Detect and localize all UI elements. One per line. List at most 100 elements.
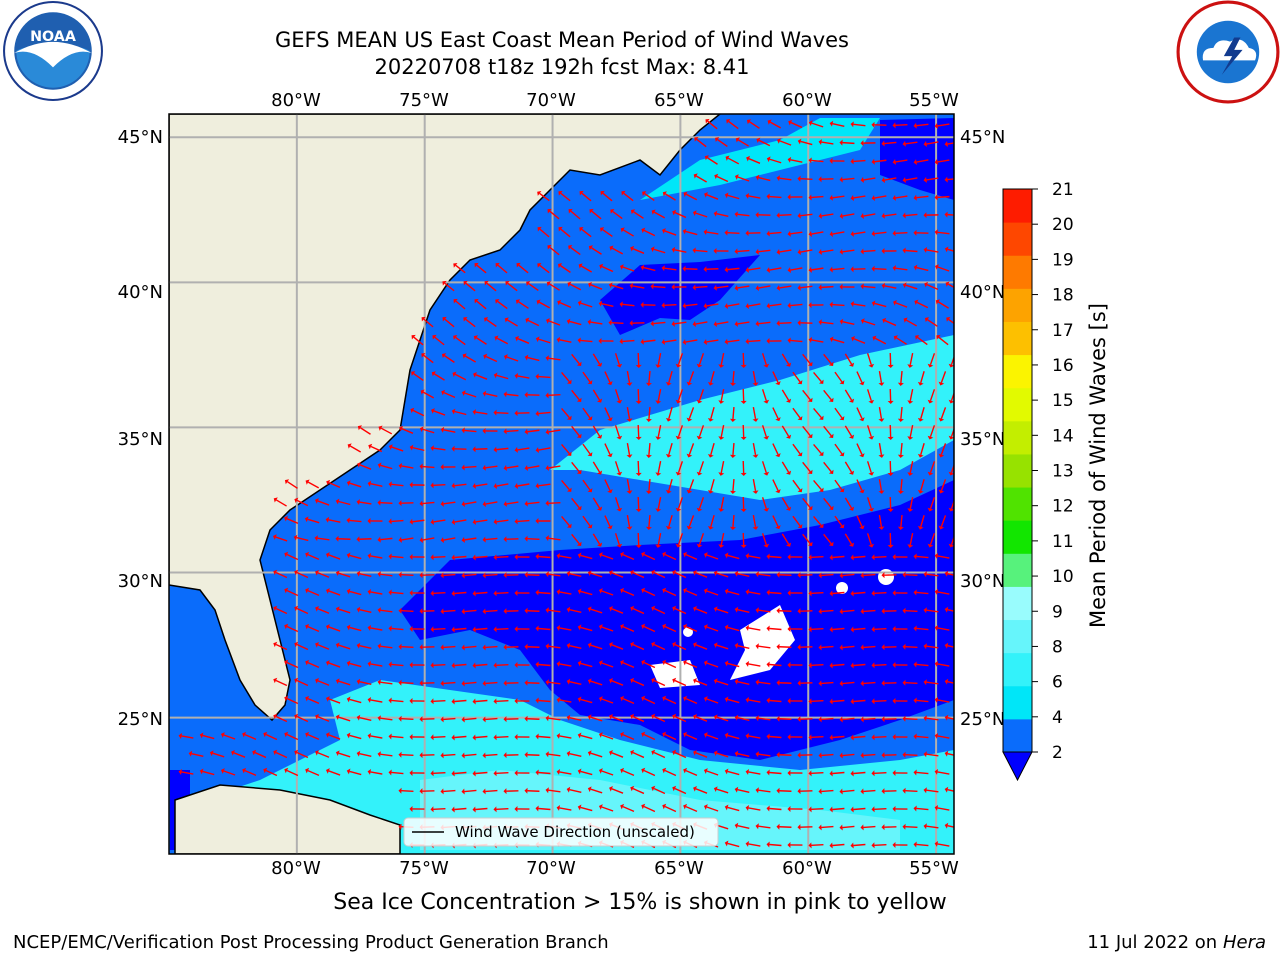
direction-arrow bbox=[590, 608, 603, 614]
direction-arrow bbox=[423, 354, 434, 364]
direction-arrow bbox=[601, 590, 614, 596]
direction-arrow bbox=[601, 626, 614, 632]
direction-arrow-head bbox=[545, 607, 549, 614]
direction-arrow-head bbox=[766, 769, 770, 776]
direction-arrow bbox=[779, 177, 792, 181]
direction-arrow-head bbox=[887, 544, 894, 548]
direction-arrow bbox=[937, 123, 950, 127]
direction-arrow bbox=[590, 572, 603, 578]
direction-arrow bbox=[422, 391, 435, 399]
direction-arrow bbox=[475, 627, 488, 631]
direction-arrow bbox=[582, 515, 591, 527]
direction-arrow-head bbox=[620, 767, 625, 774]
direction-arrow bbox=[752, 406, 757, 420]
direction-arrow bbox=[664, 733, 677, 741]
direction-arrow bbox=[401, 537, 414, 541]
direction-arrow bbox=[559, 771, 572, 775]
direction-arrow-head bbox=[535, 447, 540, 453]
direction-arrow bbox=[560, 228, 571, 238]
direction-arrow bbox=[909, 352, 914, 366]
direction-arrow bbox=[548, 573, 561, 577]
direction-arrow-head bbox=[913, 159, 918, 165]
direction-arrow-head bbox=[607, 381, 613, 386]
direction-arrow-head bbox=[675, 399, 682, 404]
direction-arrow bbox=[874, 159, 887, 163]
direction-arrow bbox=[657, 532, 662, 546]
direction-arrow-head bbox=[839, 572, 843, 579]
direction-arrow bbox=[737, 139, 749, 147]
direction-arrow bbox=[706, 626, 719, 632]
direction-arrow-head bbox=[388, 697, 392, 704]
direction-arrow bbox=[832, 231, 845, 235]
direction-arrow bbox=[580, 770, 593, 776]
direction-arrow bbox=[455, 264, 466, 274]
direction-arrow-head bbox=[927, 399, 934, 404]
direction-arrow-head bbox=[755, 643, 759, 650]
lat-label-left: 25°N bbox=[118, 709, 163, 730]
direction-arrow-head bbox=[220, 732, 225, 738]
direction-arrow-head bbox=[850, 626, 854, 633]
direction-arrow-head bbox=[881, 824, 885, 831]
direction-arrow-head bbox=[818, 319, 822, 326]
direction-arrow-head bbox=[545, 715, 549, 722]
direction-arrow-head bbox=[273, 677, 278, 684]
direction-arrow-head bbox=[273, 605, 278, 612]
direction-arrow bbox=[866, 533, 872, 545]
direction-arrow-head bbox=[346, 660, 351, 667]
map-legend: Wind Wave Direction (unscaled) bbox=[403, 817, 719, 847]
direction-arrow-head bbox=[556, 805, 561, 811]
direction-arrow-head bbox=[388, 661, 392, 668]
direction-arrow-head bbox=[703, 624, 708, 630]
direction-arrow-head bbox=[356, 750, 361, 757]
direction-arrow bbox=[748, 267, 761, 271]
direction-arrow-head bbox=[526, 281, 531, 286]
direction-arrow bbox=[632, 248, 645, 254]
direction-arrow bbox=[905, 213, 918, 217]
direction-arrow bbox=[688, 371, 695, 383]
direction-arrow-head bbox=[745, 661, 750, 667]
direction-arrow bbox=[832, 843, 845, 847]
direction-arrow bbox=[571, 497, 580, 509]
direction-arrow bbox=[527, 356, 540, 362]
direction-arrow bbox=[328, 519, 341, 523]
direction-arrow-head bbox=[645, 526, 652, 530]
direction-arrow-head bbox=[829, 698, 833, 705]
direction-arrow-head bbox=[850, 158, 854, 165]
direction-arrow-head bbox=[503, 716, 507, 723]
direction-arrow bbox=[643, 589, 656, 597]
direction-arrow-head bbox=[453, 335, 458, 340]
direction-arrow-head bbox=[860, 608, 864, 615]
direction-arrow-head bbox=[923, 141, 928, 147]
direction-arrow bbox=[622, 303, 635, 307]
direction-arrow-head bbox=[729, 382, 736, 386]
direction-arrow bbox=[664, 625, 677, 633]
direction-arrow-head bbox=[881, 608, 885, 615]
direction-arrow-head bbox=[655, 508, 662, 512]
direction-arrow-head bbox=[472, 590, 476, 597]
direction-arrow bbox=[832, 555, 845, 559]
direction-arrow bbox=[464, 753, 477, 757]
direction-arrow-head bbox=[535, 518, 539, 525]
direction-arrow-head bbox=[755, 320, 759, 327]
direction-arrow-head bbox=[944, 176, 948, 183]
direction-arrow-head bbox=[597, 398, 603, 403]
direction-arrow bbox=[853, 699, 866, 703]
national-weather-service-logo bbox=[1176, 0, 1280, 104]
direction-arrow bbox=[853, 195, 866, 199]
direction-arrow-head bbox=[294, 497, 299, 504]
direction-arrow bbox=[937, 627, 950, 631]
direction-arrow-head bbox=[609, 245, 614, 251]
direction-arrow-head bbox=[616, 363, 623, 368]
direction-arrow bbox=[653, 607, 666, 615]
direction-arrow bbox=[614, 533, 620, 545]
direction-arrow bbox=[380, 717, 393, 721]
direction-arrow-head bbox=[745, 266, 749, 273]
direction-arrow bbox=[454, 627, 467, 631]
direction-arrow bbox=[811, 231, 824, 235]
direction-arrow bbox=[265, 769, 278, 777]
direction-arrow-head bbox=[913, 625, 917, 632]
direction-arrow-head bbox=[630, 209, 636, 215]
direction-arrow-head bbox=[892, 841, 896, 848]
direction-arrow bbox=[716, 321, 729, 325]
direction-arrow bbox=[370, 699, 383, 703]
